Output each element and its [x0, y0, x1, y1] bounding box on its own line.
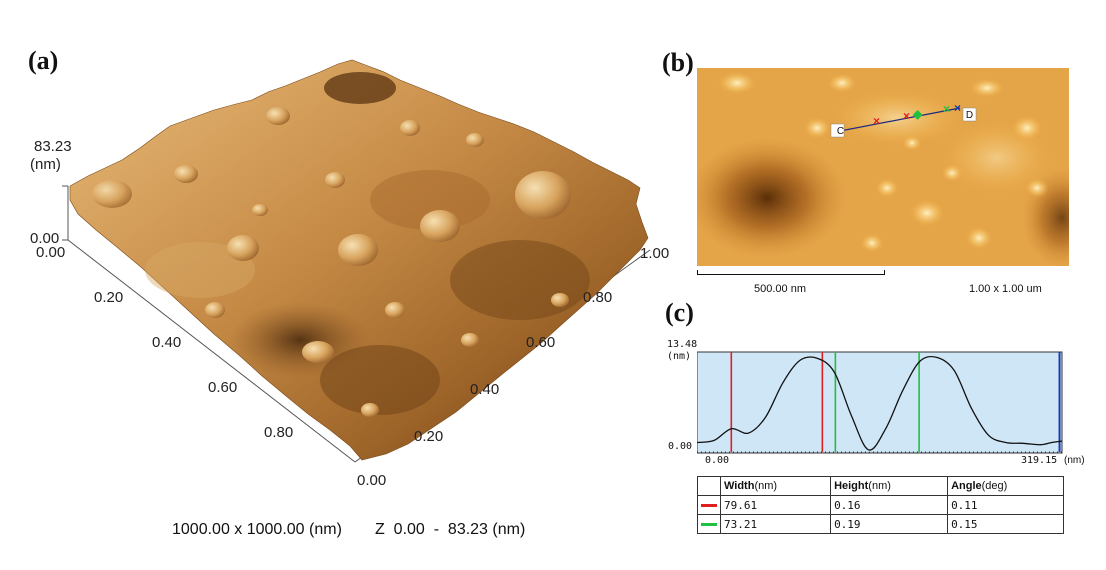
green-swatch-icon: [701, 522, 717, 526]
measurement-table: Width(nm) Height(nm) Angle(deg) 79.61 0.…: [697, 476, 1064, 534]
profile-plot-svg: [696, 351, 1063, 454]
right-axis-tick-0: 0.00: [357, 472, 387, 489]
table-header-row: Width(nm) Height(nm) Angle(deg): [697, 476, 1064, 496]
panel-label-b: (b): [662, 48, 694, 77]
table-cell-angle: 0.11: [947, 495, 1064, 515]
profile-y-min: 0.00: [668, 441, 693, 452]
table-header-width: Width(nm): [719, 476, 832, 496]
marker-d-label: D: [965, 110, 974, 121]
left-axis-tick-0: 0.00: [36, 244, 66, 261]
left-axis-tick-1: 0.20: [94, 289, 124, 306]
profile-y-max: 13.48: [667, 339, 698, 350]
profile-y-unit: (nm): [667, 351, 692, 362]
profile-x-unit: (nm): [1064, 455, 1085, 466]
table-cell-angle: 0.15: [947, 514, 1064, 534]
afm-2d-image: × × ◆ × ×: [697, 68, 1069, 266]
profile-series-line: [696, 355, 1063, 451]
table-cell-width: 79.61: [719, 495, 832, 515]
cursor-green-2-icon: ×: [943, 102, 950, 116]
profile-x-min: 0.00: [705, 455, 730, 466]
z-max-label: 83.23: [34, 138, 72, 155]
marker-d-box: [962, 107, 977, 122]
table-header-height-name: Height: [834, 480, 869, 492]
table-header-height: Height(nm): [830, 476, 949, 496]
right-axis-tick-5: 1.00: [640, 245, 670, 262]
table-row: 73.21 0.19 0.15: [697, 514, 1064, 534]
table-row-swatch: [697, 495, 721, 515]
table-header-width-unit: (nm): [754, 480, 778, 492]
right-axis-tick-1: 0.20: [414, 428, 444, 445]
table-header-height-unit: (nm): [868, 480, 891, 492]
panel-label-a: (a): [28, 46, 59, 75]
panel-label-c: (c): [665, 298, 694, 327]
left-axis-tick-2: 0.40: [152, 334, 182, 351]
z-unit-label: (nm): [30, 156, 61, 173]
z-range-label: Z 0.00 - 83.23 (nm): [375, 521, 526, 538]
cursor-red-2-icon: ×: [903, 109, 910, 123]
afm-2d-image-svg: × × ◆ × ×: [697, 68, 1069, 266]
profile-plot-area: [696, 351, 1063, 454]
table-header-swatch-cell: [697, 476, 721, 496]
right-axis-tick-4: 0.80: [583, 289, 613, 306]
scale-bar: [697, 270, 885, 275]
profile-plot: [696, 340, 1097, 470]
red-swatch-icon: [701, 503, 717, 507]
left-axis-tick-3: 0.60: [208, 379, 238, 396]
table-header-angle: Angle(deg): [947, 476, 1064, 496]
afm-3d-surface: [62, 59, 651, 463]
table-row-swatch: [697, 514, 721, 534]
table-cell-width: 73.21: [719, 514, 832, 534]
cursor-red-1-icon: ×: [873, 114, 880, 128]
left-axis-tick-4: 0.80: [264, 424, 294, 441]
afm-3d-grains: [92, 107, 571, 417]
marker-c-box: [830, 123, 845, 138]
table-cell-height: 0.16: [830, 495, 949, 515]
z-min-label: 0.00: [30, 230, 60, 247]
scan-size-label: 1000.00 x 1000.00 (nm): [172, 521, 342, 538]
cursor-blue-icon: ×: [954, 101, 961, 115]
profile-x-max: 319.15: [1021, 455, 1058, 466]
right-axis-tick-3: 0.60: [526, 334, 556, 351]
table-header-angle-unit: (deg): [981, 480, 1008, 492]
image-size-label: 1.00 x 1.00 um: [969, 283, 1042, 295]
table-header-width-name: Width: [724, 480, 755, 492]
table-row: 79.61 0.16 0.11: [697, 495, 1064, 515]
line-profile-path: [839, 107, 961, 132]
marker-c-label: C: [836, 126, 845, 137]
right-axis-tick-2: 0.40: [470, 381, 500, 398]
table-header-angle-name: Angle: [951, 480, 982, 492]
table-cell-height: 0.19: [830, 514, 949, 534]
cursor-green-1-icon: ◆: [912, 107, 923, 121]
scale-bar-label: 500.00 nm: [754, 283, 806, 295]
